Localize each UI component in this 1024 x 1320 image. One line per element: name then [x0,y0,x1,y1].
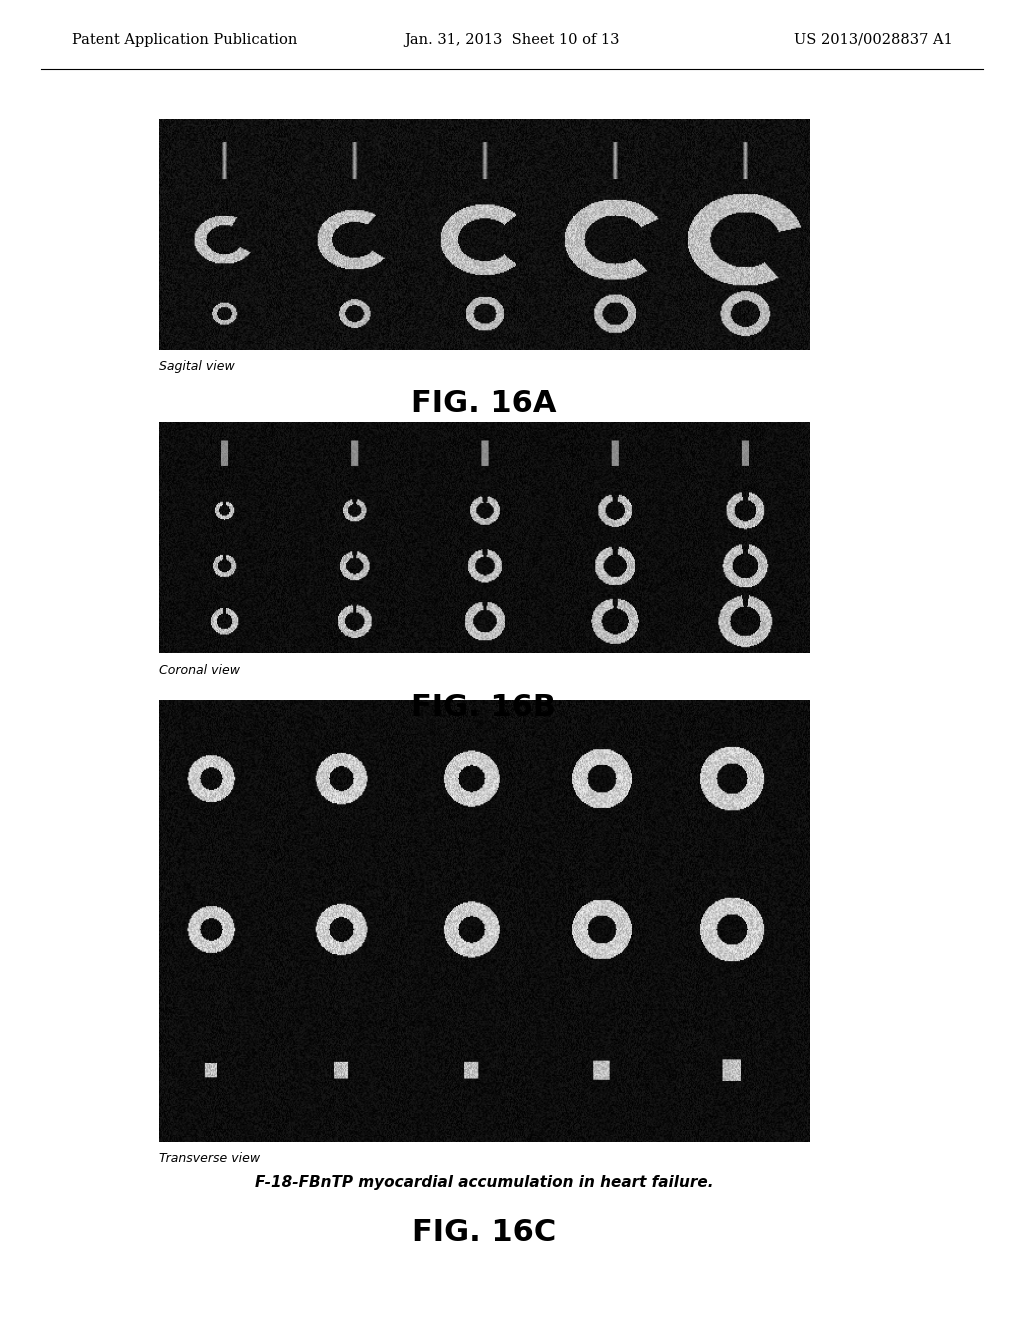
Text: F-18-FBnTP myocardial accumulation in heart failure.: F-18-FBnTP myocardial accumulation in he… [255,1175,713,1189]
Text: FIG. 16A: FIG. 16A [411,389,557,418]
Text: US 2013/0028837 A1: US 2013/0028837 A1 [794,33,952,48]
Text: Transverse view: Transverse view [159,1152,260,1166]
Text: Sagital view: Sagital view [159,360,234,374]
Text: FIG. 16C: FIG. 16C [412,1218,556,1247]
Text: Coronal view: Coronal view [159,664,240,677]
Text: Jan. 31, 2013  Sheet 10 of 13: Jan. 31, 2013 Sheet 10 of 13 [404,33,620,48]
Text: Patent Application Publication: Patent Application Publication [72,33,297,48]
Text: FIG. 16B: FIG. 16B [412,693,556,722]
